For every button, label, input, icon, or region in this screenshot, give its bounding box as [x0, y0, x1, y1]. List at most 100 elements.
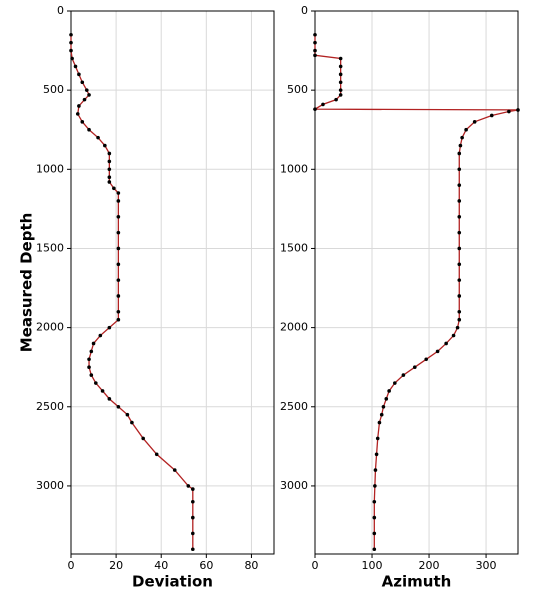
- marker: [116, 215, 121, 219]
- marker: [372, 515, 377, 520]
- x-tick-label: 0: [68, 559, 75, 572]
- marker: [116, 230, 121, 235]
- marker: [401, 373, 406, 377]
- marker: [107, 397, 112, 401]
- marker: [89, 373, 94, 377]
- marker: [313, 48, 317, 53]
- x-axis-label: Deviation: [132, 573, 213, 591]
- marker: [381, 404, 386, 409]
- marker: [338, 64, 343, 69]
- marker: [87, 93, 91, 97]
- marker: [154, 452, 159, 457]
- x-tick-label: 60: [199, 559, 213, 572]
- marker: [412, 365, 417, 369]
- marker: [107, 180, 112, 184]
- marker: [116, 199, 121, 203]
- marker: [464, 127, 468, 132]
- marker: [107, 167, 112, 172]
- marker: [107, 151, 112, 156]
- marker: [87, 357, 91, 362]
- marker: [424, 357, 428, 362]
- marker: [116, 262, 121, 267]
- marker: [457, 167, 462, 172]
- y-tick-label: 500: [287, 83, 308, 96]
- marker: [338, 80, 343, 85]
- marker: [80, 120, 85, 124]
- marker: [507, 109, 511, 114]
- marker: [73, 64, 78, 69]
- marker: [313, 53, 317, 58]
- x-tick-label: 20: [109, 559, 123, 572]
- marker: [457, 151, 462, 156]
- marker: [334, 97, 338, 102]
- marker: [372, 531, 377, 536]
- marker: [141, 436, 145, 441]
- marker: [77, 72, 81, 77]
- marker: [75, 112, 80, 116]
- marker: [435, 349, 440, 354]
- y-tick-label: 3000: [280, 479, 308, 492]
- marker: [374, 452, 379, 457]
- marker: [458, 143, 463, 148]
- line: [312, 34, 519, 550]
- marker: [77, 104, 81, 108]
- marker: [444, 341, 448, 346]
- marker: [472, 120, 477, 124]
- marker: [116, 294, 121, 298]
- marker: [457, 230, 462, 235]
- marker: [191, 531, 195, 536]
- marker: [116, 246, 121, 251]
- x-tick-label: 80: [244, 559, 258, 572]
- marker: [457, 183, 462, 187]
- x-tick-label: 200: [419, 559, 440, 572]
- y-tick-label: 0: [301, 4, 308, 17]
- plot-frame: [70, 10, 275, 555]
- marker: [455, 325, 460, 330]
- marker: [457, 278, 462, 282]
- marker: [69, 48, 73, 53]
- y-tick-label: 2500: [280, 400, 308, 413]
- marker: [372, 547, 377, 552]
- marker: [516, 108, 520, 112]
- marker: [69, 32, 73, 37]
- marker: [457, 215, 462, 219]
- marker: [313, 107, 317, 111]
- marker: [313, 32, 317, 37]
- y-tick-label: 0: [57, 4, 64, 17]
- line: [70, 34, 194, 550]
- marker: [321, 102, 325, 107]
- marker: [69, 40, 73, 45]
- marker: [384, 397, 389, 401]
- marker: [186, 484, 191, 488]
- marker: [373, 468, 378, 472]
- marker: [130, 420, 134, 425]
- y-tick-label: 2000: [36, 321, 64, 334]
- marker: [98, 333, 103, 338]
- marker: [338, 56, 343, 61]
- plot-frame: [314, 10, 519, 555]
- x-tick-label: 40: [154, 559, 168, 572]
- marker: [489, 113, 494, 118]
- marker: [172, 468, 177, 472]
- marker: [103, 143, 107, 148]
- marker: [91, 341, 96, 346]
- marker: [372, 499, 377, 504]
- x-tick-label: 100: [362, 559, 383, 572]
- marker: [70, 56, 74, 61]
- marker: [89, 349, 94, 354]
- marker: [116, 404, 121, 409]
- marker: [100, 389, 105, 393]
- marker: [387, 389, 391, 393]
- marker: [125, 412, 130, 417]
- y-tick-label: 1000: [36, 162, 64, 175]
- marker: [373, 484, 377, 488]
- y-tick-label: 2000: [280, 321, 308, 334]
- y-tick-label: 1000: [280, 162, 308, 175]
- marker: [338, 88, 343, 92]
- marker: [191, 487, 195, 491]
- marker: [116, 317, 121, 322]
- marker: [107, 159, 112, 164]
- marker: [457, 199, 462, 203]
- y-axis-label: Measured Depth: [18, 213, 36, 353]
